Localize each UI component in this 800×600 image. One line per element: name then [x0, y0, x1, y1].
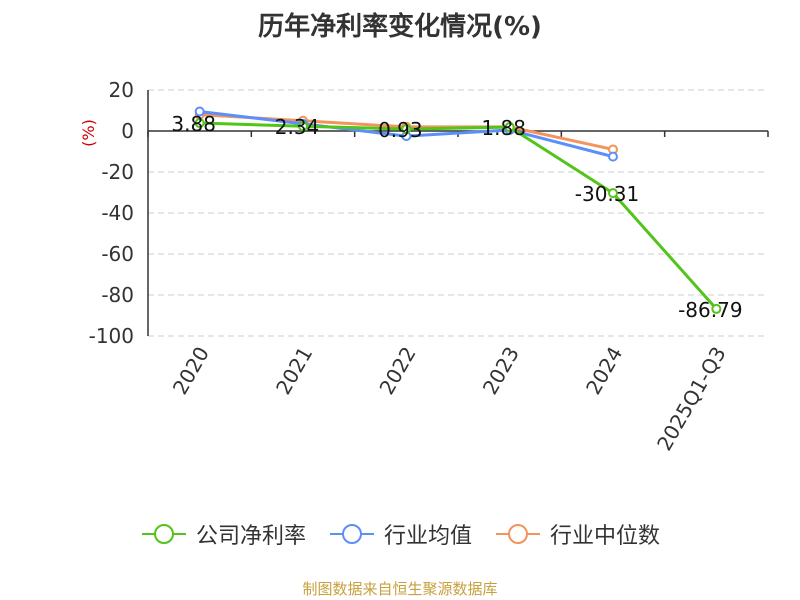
y-tick-label: -40 — [101, 201, 134, 225]
x-tick-label: 2023 — [478, 343, 524, 399]
legend-label: 行业中位数 — [550, 524, 661, 549]
data-point — [711, 303, 722, 314]
data-point — [401, 124, 412, 135]
data-label: 0.93 — [378, 118, 423, 142]
y-tick-label: 20 — [109, 78, 134, 102]
legend-item: 行业均值 — [328, 518, 472, 550]
legend-item: 公司净利率 — [140, 518, 306, 550]
data-source-note: 制图数据来自恒生聚源数据库 — [302, 580, 498, 598]
x-tick-label: 2024 — [581, 343, 627, 399]
data-point — [608, 188, 618, 199]
data-label: 3.88 — [171, 112, 216, 136]
chart-title: 历年净利率变化情况(%) — [258, 12, 542, 42]
legend-marker — [496, 524, 540, 544]
legend-item: 行业中位数 — [494, 518, 660, 550]
y-tick-label: -60 — [101, 242, 134, 266]
data-label: 2.34 — [275, 115, 320, 139]
data-label: 1.88 — [481, 116, 526, 140]
legend-label: 行业均值 — [383, 524, 472, 549]
legend-marker — [329, 524, 374, 544]
data-point — [608, 151, 618, 162]
data-point — [194, 106, 205, 117]
x-tick-label: 2021 — [271, 343, 317, 399]
x-tick-label: 2022 — [374, 343, 420, 399]
data-point — [504, 122, 515, 133]
y-tick-label: -100 — [89, 324, 134, 348]
x-tick-label: 2025Q1-Q3 — [652, 343, 731, 455]
y-tick-label: -80 — [101, 283, 134, 307]
legend-marker — [141, 524, 186, 544]
data-label: -30.31 — [575, 182, 639, 206]
x-tick-label: 2020 — [168, 343, 214, 399]
data-point — [298, 121, 308, 132]
chart-legend: 公司净利率 行业均值 行业中位数 — [0, 518, 800, 550]
data-point — [194, 118, 205, 129]
y-tick-label: -20 — [101, 160, 134, 184]
y-axis-label: (%) — [79, 119, 98, 147]
y-tick-label: 0 — [121, 119, 134, 143]
series-line — [199, 121, 718, 310]
data-label: -86.79 — [678, 298, 742, 322]
legend-label: 公司净利率 — [195, 524, 306, 549]
